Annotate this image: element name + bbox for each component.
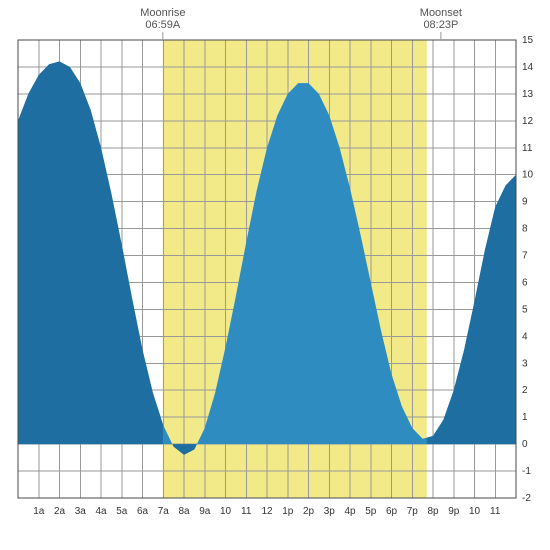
y-tick-label: 2	[522, 385, 528, 396]
x-tick-label: 4p	[344, 506, 356, 517]
moonrise-time: 06:59A	[145, 19, 181, 31]
x-tick-label: 10	[220, 506, 232, 517]
y-tick-label: 11	[522, 143, 533, 154]
x-tick-label: 1a	[33, 506, 45, 517]
y-tick-label: 4	[522, 331, 528, 342]
x-tick-label: 8p	[427, 506, 439, 517]
tide-chart: -2-101234567891011121314151a2a3a4a5a6a7a…	[0, 0, 550, 550]
y-tick-label: 10	[522, 170, 534, 181]
x-tick-label: 3a	[75, 506, 87, 517]
y-tick-label: 1	[522, 412, 528, 423]
x-tick-label: 6a	[137, 506, 149, 517]
x-tick-label: 7a	[158, 506, 170, 517]
x-tick-label: 2a	[54, 506, 66, 517]
x-tick-label: 10	[469, 506, 481, 517]
x-tick-label: 11	[490, 506, 501, 517]
x-tick-label: 3p	[324, 506, 336, 517]
y-tick-label: 5	[522, 304, 528, 315]
x-tick-label: 5p	[365, 506, 377, 517]
x-tick-label: 9a	[199, 506, 211, 517]
x-tick-label: 6p	[386, 506, 398, 517]
x-tick-label: 9p	[448, 506, 460, 517]
y-tick-label: 7	[522, 251, 528, 262]
x-tick-label: 4a	[95, 506, 107, 517]
x-tick-label: 7p	[407, 506, 419, 517]
x-tick-label: 11	[241, 506, 252, 517]
y-tick-label: 13	[522, 89, 534, 100]
x-tick-label: 8a	[178, 506, 190, 517]
x-tick-label: 1p	[282, 506, 294, 517]
x-tick-label: 5a	[116, 506, 128, 517]
y-tick-label: 9	[522, 197, 528, 208]
moonset-time: 08:23P	[423, 19, 458, 31]
y-tick-label: 15	[522, 35, 534, 46]
y-tick-label: -2	[522, 493, 531, 504]
y-tick-label: -1	[522, 466, 531, 477]
y-tick-label: 12	[522, 116, 534, 127]
y-tick-label: 3	[522, 358, 528, 369]
x-tick-label: 2p	[303, 506, 315, 517]
y-tick-label: 14	[522, 62, 534, 73]
y-tick-label: 6	[522, 277, 528, 288]
moonset-label: Moonset	[420, 7, 462, 19]
x-axis-labels: 1a 2a 3a 4a 5a 6a 7a 8a 9a 10 11 12 1p 2p 3p 4p 5p 6p 7p 8p…	[33, 506, 501, 517]
y-tick-label: 8	[522, 224, 528, 235]
moonrise-label: Moonrise	[140, 7, 185, 19]
x-tick-label: 12	[261, 506, 273, 517]
y-tick-label: 0	[522, 439, 528, 450]
